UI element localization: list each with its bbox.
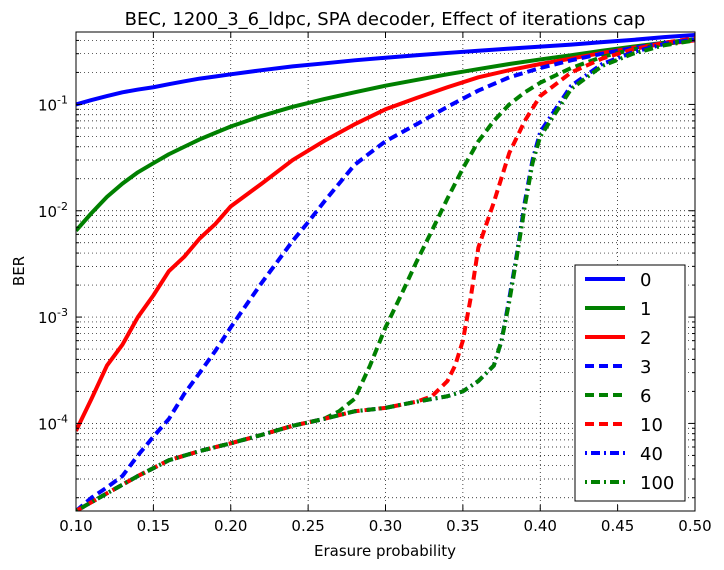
series-line-0 [76, 32, 695, 107]
x-tick-label: 0.15 [137, 517, 170, 535]
legend-label-3: 3 [640, 357, 651, 378]
legend-label-2: 2 [640, 328, 651, 349]
legend-box [574, 264, 686, 502]
legend-label-6: 6 [640, 386, 651, 407]
series-line-10 [76, 36, 695, 511]
x-tick-label: 0.20 [214, 517, 247, 535]
x-tick-label: 0.10 [59, 517, 92, 535]
y-tick-label: 10-1 [38, 93, 68, 114]
y-tick-label: 10-4 [38, 412, 68, 433]
legend-label-100: 100 [640, 473, 674, 494]
series-line-100 [76, 38, 695, 511]
x-tick-label: 0.50 [678, 517, 711, 535]
x-tick-label: 0.40 [524, 517, 557, 535]
series-layer [76, 32, 695, 511]
y-tick-label: 10-2 [38, 200, 68, 221]
x-tick-label: 0.45 [601, 517, 634, 535]
legend-label-40: 40 [640, 444, 663, 465]
y-axis-label: BER [10, 256, 28, 286]
legend: 0 1 2 3 6 10 40 100 [574, 264, 686, 502]
legend-label-10: 10 [640, 415, 663, 436]
chart-title: BEC, 1200_3_6_ldpc, SPA decoder, Effect … [125, 9, 646, 30]
ticks: 0.10 0.15 0.20 0.25 0.30 0.35 0.40 0.45 0.50 10-4… [38, 32, 712, 535]
x-tick-label: 0.25 [291, 517, 324, 535]
legend-label-1: 1 [640, 299, 651, 320]
x-tick-label: 0.35 [446, 517, 479, 535]
x-tick-label: 0.30 [369, 517, 402, 535]
series-line-2 [76, 38, 695, 432]
y-tick-label: 10-3 [38, 306, 68, 327]
legend-label-0: 0 [640, 270, 651, 291]
x-axis-label: Erasure probability [314, 542, 456, 560]
series-line-1 [76, 37, 695, 232]
